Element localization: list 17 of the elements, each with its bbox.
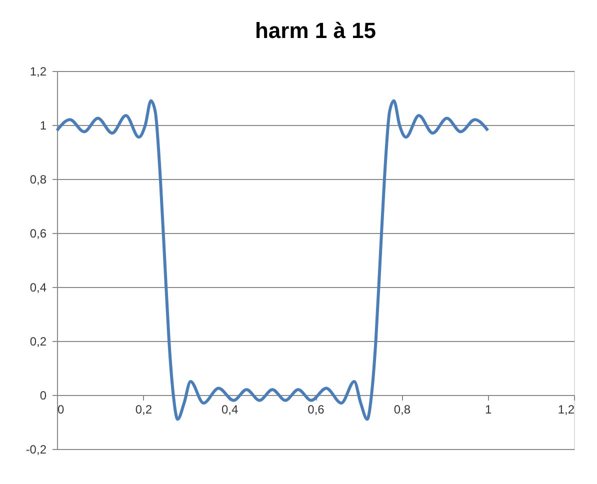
y-tick-label: 0,6 xyxy=(30,226,47,240)
y-tick-label: 0 xyxy=(40,388,47,402)
y-tick-label: 1,2 xyxy=(30,64,47,78)
y-tick-label: 0,2 xyxy=(30,334,47,348)
y-tick-label: 0,8 xyxy=(30,172,47,186)
x-tick-label: 1 xyxy=(484,402,492,416)
x-tick-label: 1,2 xyxy=(558,402,575,416)
x-tick-label: 0,2 xyxy=(135,402,152,416)
chart-title: harm 1 à 15 xyxy=(254,18,376,43)
x-tick-label: 0,4 xyxy=(221,402,238,416)
y-tick-label: 0,4 xyxy=(30,280,47,294)
x-tick-label: 0 xyxy=(58,402,64,416)
line-series xyxy=(56,99,490,421)
x-tick-label: 0,6 xyxy=(308,402,325,416)
y-tick-label: -0,2 xyxy=(26,442,47,456)
x-tick-label: 0,8 xyxy=(394,402,411,416)
y-tick-label: 1 xyxy=(40,118,47,132)
